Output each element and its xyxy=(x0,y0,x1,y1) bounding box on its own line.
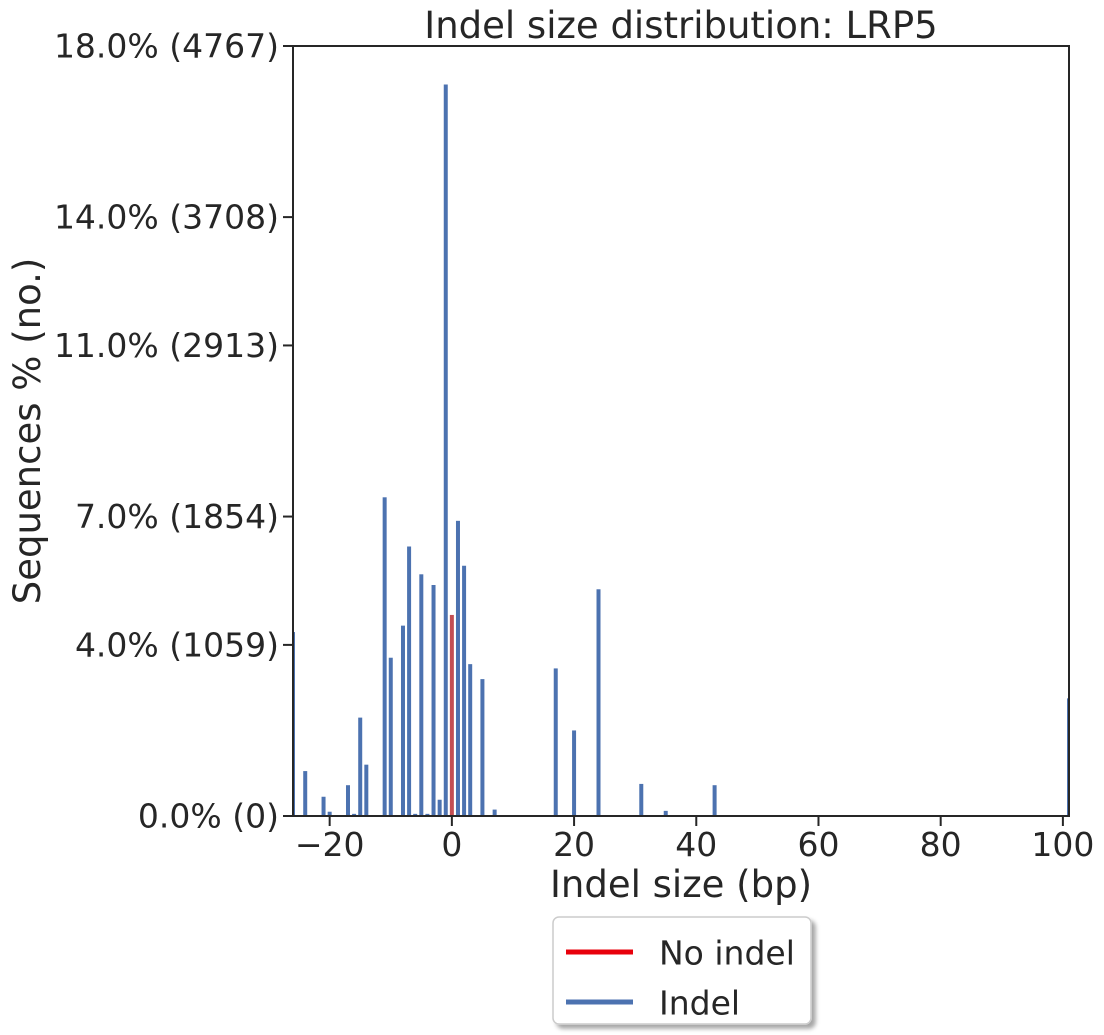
x-tick-label: −20 xyxy=(295,825,365,864)
y-tick-label: 7.0% (1854) xyxy=(75,497,279,536)
x-tick-label: 80 xyxy=(920,825,962,864)
legend-label-no-indel: No indel xyxy=(659,934,795,973)
bar-indel--3 xyxy=(431,585,436,816)
bar-indel-17 xyxy=(553,668,558,816)
bar-indel--1 xyxy=(443,84,448,816)
y-tick-label: 0.0% (0) xyxy=(138,797,279,836)
bar-indel-2 xyxy=(462,565,467,816)
bar-indel-43 xyxy=(712,785,717,816)
bar-indel--11 xyxy=(382,497,387,816)
x-axis: −20 0 20 40 60 80 100 xyxy=(295,816,1094,864)
bar-indel--10 xyxy=(388,657,393,816)
bar-indel--8 xyxy=(400,625,405,816)
bar-indel--24 xyxy=(303,771,308,816)
bars-layer xyxy=(293,84,1069,816)
bar-indel--14 xyxy=(364,764,369,816)
legend-label-indel: Indel xyxy=(659,984,740,1023)
y-tick-label: 18.0% (4767) xyxy=(54,27,279,66)
y-tick-label: 4.0% (1059) xyxy=(75,625,279,664)
bar-indel--15 xyxy=(358,717,363,816)
legend: No indel Indel xyxy=(552,916,812,1025)
y-axis-label: Sequences % (no.) xyxy=(6,258,49,605)
chart-title: Indel size distribution: LRP5 xyxy=(424,4,937,47)
y-tick-label: 14.0% (3708) xyxy=(54,198,279,237)
legend-box xyxy=(552,916,812,1025)
bar-indel--6 xyxy=(413,813,418,816)
x-tick-label: 40 xyxy=(675,825,717,864)
bar-indel-35 xyxy=(663,810,668,816)
bar-indel--4 xyxy=(425,813,430,816)
x-axis-label: Indel size (bp) xyxy=(550,863,812,906)
x-tick-label: 60 xyxy=(797,825,839,864)
bar-indel--21 xyxy=(321,796,326,816)
bar-indel--7 xyxy=(407,546,412,816)
bar-indel--20 xyxy=(327,811,332,816)
bar-indel-5 xyxy=(480,679,485,816)
bar-indel-7 xyxy=(492,809,497,816)
bar-indel--17 xyxy=(345,785,350,816)
bar-indel--16 xyxy=(352,813,357,816)
bar-indel-24 xyxy=(596,589,601,816)
x-tick-label: 100 xyxy=(1031,825,1094,864)
y-axis: 0.0% (0) 4.0% (1059) 7.0% (1854) 11.0% (291… xyxy=(54,27,293,836)
x-tick-label: 20 xyxy=(553,825,595,864)
bar-indel--5 xyxy=(419,574,424,816)
plot-frame xyxy=(292,45,1070,817)
bar-indel-1 xyxy=(455,520,460,816)
x-tick-label: 0 xyxy=(441,825,462,864)
bar-indel-3 xyxy=(468,664,473,816)
y-tick-label: 11.0% (2913) xyxy=(54,326,279,365)
bar-no-indel-0 xyxy=(449,614,454,816)
bar-indel--2 xyxy=(437,799,442,816)
bar-indel-31 xyxy=(639,783,644,816)
bar-indel-20 xyxy=(572,730,577,816)
